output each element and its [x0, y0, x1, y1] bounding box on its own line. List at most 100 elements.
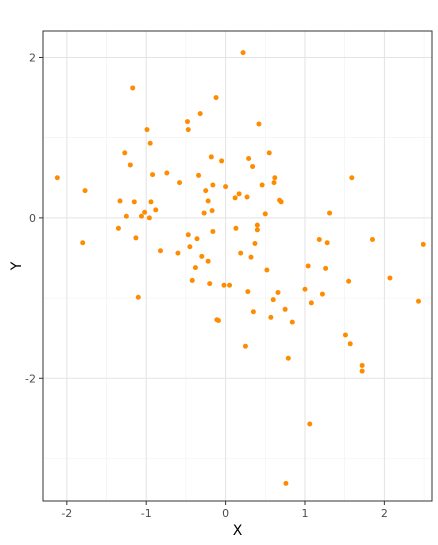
data-point — [349, 175, 355, 181]
data-point — [175, 250, 181, 256]
data-point — [221, 282, 227, 288]
data-point — [185, 127, 191, 133]
data-point — [272, 175, 278, 181]
data-point — [248, 254, 254, 260]
data-point — [342, 332, 348, 338]
data-point — [264, 267, 270, 273]
data-point — [153, 207, 159, 213]
data-point — [223, 184, 229, 190]
data-point — [207, 281, 213, 287]
data-point — [289, 319, 295, 325]
data-point — [327, 210, 333, 216]
data-point — [420, 241, 426, 247]
y-axis-title: Y — [9, 261, 25, 271]
data-point — [144, 127, 150, 133]
data-point — [359, 368, 365, 374]
data-point — [270, 297, 276, 303]
data-point — [164, 170, 170, 176]
data-point — [185, 232, 191, 238]
data-point — [305, 263, 311, 269]
data-point — [177, 180, 183, 186]
data-point — [347, 341, 353, 347]
data-point — [254, 227, 260, 233]
data-point — [127, 162, 133, 168]
data-point — [115, 225, 121, 231]
panel-border — [42, 30, 433, 502]
data-point — [259, 182, 265, 188]
data-point — [54, 175, 60, 181]
data-point — [199, 253, 205, 259]
data-point — [246, 156, 252, 162]
data-point — [184, 119, 190, 125]
data-point — [210, 182, 216, 188]
data-point — [346, 278, 352, 284]
data-point — [117, 198, 123, 204]
y-tick-label: 0 — [29, 212, 36, 225]
data-point — [236, 191, 242, 197]
data-point — [308, 300, 314, 306]
data-point — [271, 180, 277, 186]
data-point — [210, 229, 216, 235]
data-point — [123, 213, 129, 219]
data-point — [208, 154, 214, 160]
data-point — [138, 213, 144, 219]
data-point — [150, 172, 156, 178]
data-point — [148, 199, 154, 205]
data-point — [146, 215, 152, 221]
data-point — [282, 306, 288, 312]
data-point — [316, 237, 322, 243]
y-tick-label: 2 — [29, 51, 36, 64]
data-point — [82, 188, 88, 194]
data-point — [135, 294, 141, 300]
data-point — [209, 208, 215, 214]
data-point — [187, 244, 193, 250]
data-point — [196, 172, 202, 178]
data-point — [254, 222, 260, 228]
data-point — [268, 314, 274, 320]
data-point — [238, 250, 244, 256]
data-point — [203, 188, 209, 194]
data-point — [252, 241, 258, 247]
data-point — [244, 194, 250, 200]
data-point — [275, 289, 281, 295]
data-point — [262, 211, 268, 217]
data-point — [278, 199, 284, 205]
data-point — [242, 343, 248, 349]
data-point — [359, 362, 365, 368]
data-point — [307, 421, 313, 427]
data-point — [369, 237, 375, 243]
data-point — [219, 158, 225, 164]
data-point — [215, 318, 221, 324]
data-point — [323, 265, 329, 271]
data-point — [240, 50, 246, 56]
minor-gridlines — [43, 31, 432, 501]
data-point — [205, 258, 211, 264]
data-point — [197, 111, 203, 117]
data-point — [387, 275, 393, 281]
data-point — [130, 85, 136, 91]
data-point — [147, 140, 153, 146]
data-point — [133, 235, 139, 241]
data-point — [232, 195, 238, 201]
x-tick-label: -1 — [141, 507, 152, 520]
data-point — [283, 480, 289, 486]
x-tick-label: 1 — [301, 507, 308, 520]
data-point — [189, 277, 195, 283]
data-point — [213, 95, 219, 101]
data-point — [205, 198, 211, 204]
data-point — [245, 289, 251, 295]
data-point — [131, 199, 137, 205]
data-point — [256, 121, 262, 127]
x-tick-label: -2 — [61, 507, 72, 520]
data-point — [285, 355, 291, 361]
major-gridlines — [43, 31, 432, 501]
data-point — [416, 298, 422, 304]
data-point — [80, 240, 86, 246]
data-point — [122, 150, 128, 156]
x-tick-label: 0 — [222, 507, 229, 520]
data-point — [201, 210, 207, 216]
data-point — [192, 265, 198, 271]
x-tick-label: 2 — [381, 507, 388, 520]
